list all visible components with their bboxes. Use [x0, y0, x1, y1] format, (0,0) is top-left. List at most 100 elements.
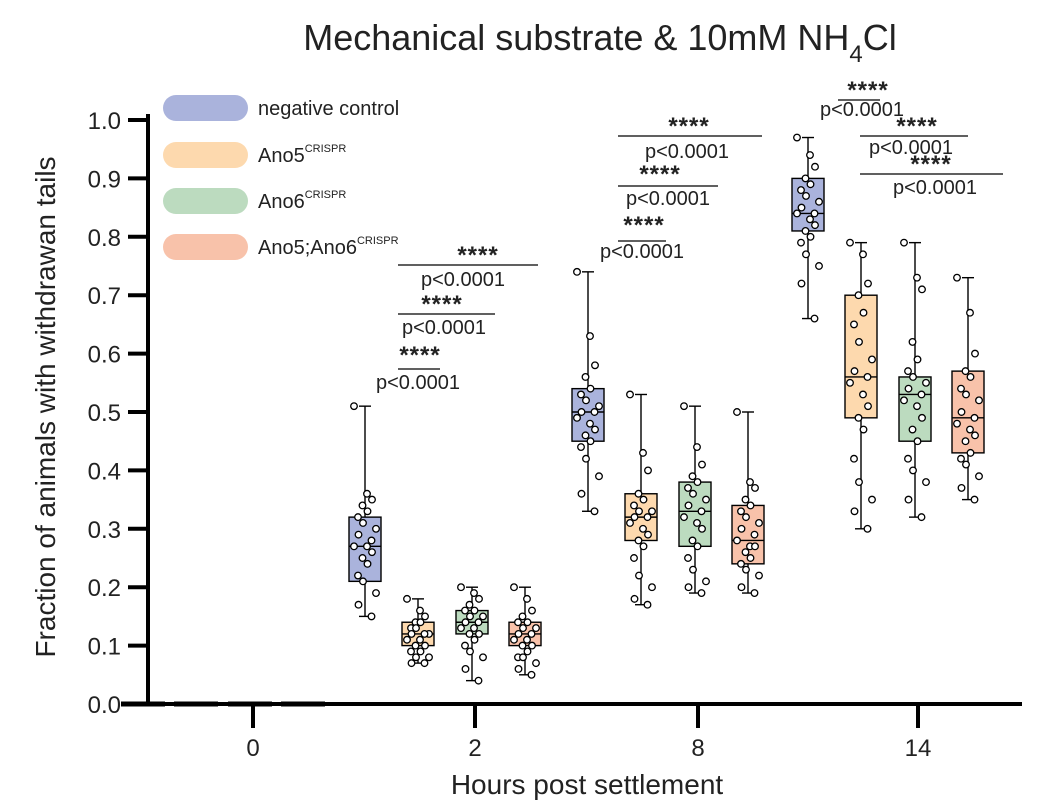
- y-tick-label: 1.0: [88, 108, 121, 135]
- data-point: [850, 367, 859, 376]
- y-tick-label: 0.9: [88, 166, 121, 193]
- data-point: [518, 612, 527, 621]
- box-plot: [731, 408, 765, 597]
- legend-label: negative control: [258, 98, 399, 120]
- data-point: [846, 378, 854, 387]
- legend-superscript: CRISPR: [305, 189, 347, 201]
- data-point: [909, 466, 917, 475]
- x-axis-label: Hours post settlement: [451, 769, 724, 800]
- data-point: [527, 670, 536, 679]
- data-point: [528, 641, 536, 650]
- legend-entry: Ano6CRISPR: [258, 189, 346, 213]
- p-value: p<0.0001: [869, 137, 953, 159]
- x-tick-label: 14: [905, 735, 932, 762]
- data-point: [806, 232, 815, 241]
- y-tick-label: 0.7: [88, 283, 121, 310]
- data-point: [368, 548, 376, 557]
- data-point: [806, 180, 815, 189]
- data-point: [595, 402, 603, 411]
- data-point: [639, 448, 647, 457]
- significance-annotation: ****p<0.0001: [398, 291, 495, 339]
- p-value: p<0.0001: [645, 141, 729, 163]
- data-point: [961, 437, 970, 446]
- data-point: [514, 629, 523, 638]
- data-point: [581, 373, 590, 381]
- data-point: [750, 589, 759, 597]
- data-point: [416, 606, 424, 615]
- data-point: [797, 279, 806, 288]
- title-subscript: 4: [849, 41, 862, 68]
- data-point: [755, 519, 763, 527]
- data-point: [966, 308, 974, 317]
- data-point: [630, 513, 639, 522]
- data-point: [470, 589, 478, 597]
- legend: negative controlAno5CRISPRAno6CRISPRAno5…: [163, 95, 399, 260]
- data-point: [689, 565, 697, 574]
- data-point: [416, 635, 424, 644]
- data-point: [913, 437, 922, 446]
- data-point: [457, 624, 465, 633]
- data-point: [648, 507, 656, 516]
- p-value: p<0.0001: [893, 177, 977, 199]
- data-point: [793, 133, 801, 142]
- data-point: [953, 273, 961, 282]
- data-point: [733, 536, 741, 545]
- box-plot: [678, 402, 712, 597]
- data-point: [918, 413, 926, 422]
- box-plot: [624, 390, 658, 609]
- data-point: [957, 408, 966, 416]
- data-point: [350, 402, 358, 411]
- data-point: [746, 554, 755, 562]
- data-point: [358, 554, 367, 562]
- data-point: [850, 320, 858, 329]
- data-point: [962, 390, 970, 399]
- data-point: [702, 495, 710, 504]
- data-point: [966, 373, 975, 381]
- significance-annotation: ****p<0.0001: [600, 212, 684, 263]
- data-point: [966, 448, 975, 457]
- box-plot: [508, 583, 542, 679]
- data-point: [407, 629, 416, 638]
- data-point: [918, 285, 926, 294]
- data-point: [411, 641, 420, 650]
- box-plot: [455, 583, 489, 685]
- data-point: [957, 384, 965, 393]
- x-tick-label: 0: [246, 735, 259, 762]
- data-point: [953, 419, 961, 428]
- data-point: [407, 659, 416, 668]
- data-point: [514, 618, 522, 627]
- data-point: [518, 641, 527, 650]
- y-tick-label: 0.1: [88, 634, 121, 661]
- data-point: [801, 174, 810, 183]
- data-point: [407, 647, 415, 656]
- legend-swatch: [163, 234, 248, 260]
- data-point: [693, 542, 702, 551]
- data-point: [425, 653, 433, 662]
- data-point: [586, 332, 594, 341]
- chart-title: Mechanical substrate & 10mM NH4Cl: [303, 17, 897, 68]
- data-point: [737, 507, 745, 516]
- significance-stars: ****: [623, 212, 664, 239]
- data-point: [698, 524, 706, 533]
- data-point: [741, 548, 750, 557]
- data-point: [684, 583, 693, 592]
- box-plot: [951, 273, 985, 504]
- data-point: [354, 600, 363, 609]
- data-point: [680, 513, 688, 522]
- data-point: [797, 186, 805, 195]
- data-point: [363, 559, 372, 568]
- data-point: [461, 641, 469, 650]
- legend-swatch: [163, 95, 248, 121]
- svg-text:Mechanical substrate & 10mM NH: Mechanical substrate & 10mM NH4Cl: [303, 17, 897, 68]
- significance-annotation: ****p<0.0001: [618, 113, 762, 163]
- data-point: [737, 559, 745, 568]
- data-point: [363, 507, 372, 516]
- data-point: [475, 629, 483, 638]
- data-point: [470, 624, 478, 633]
- data-point: [416, 647, 425, 656]
- data-point: [680, 402, 688, 411]
- data-point: [532, 659, 540, 668]
- data-point: [733, 408, 741, 416]
- data-point: [479, 612, 487, 621]
